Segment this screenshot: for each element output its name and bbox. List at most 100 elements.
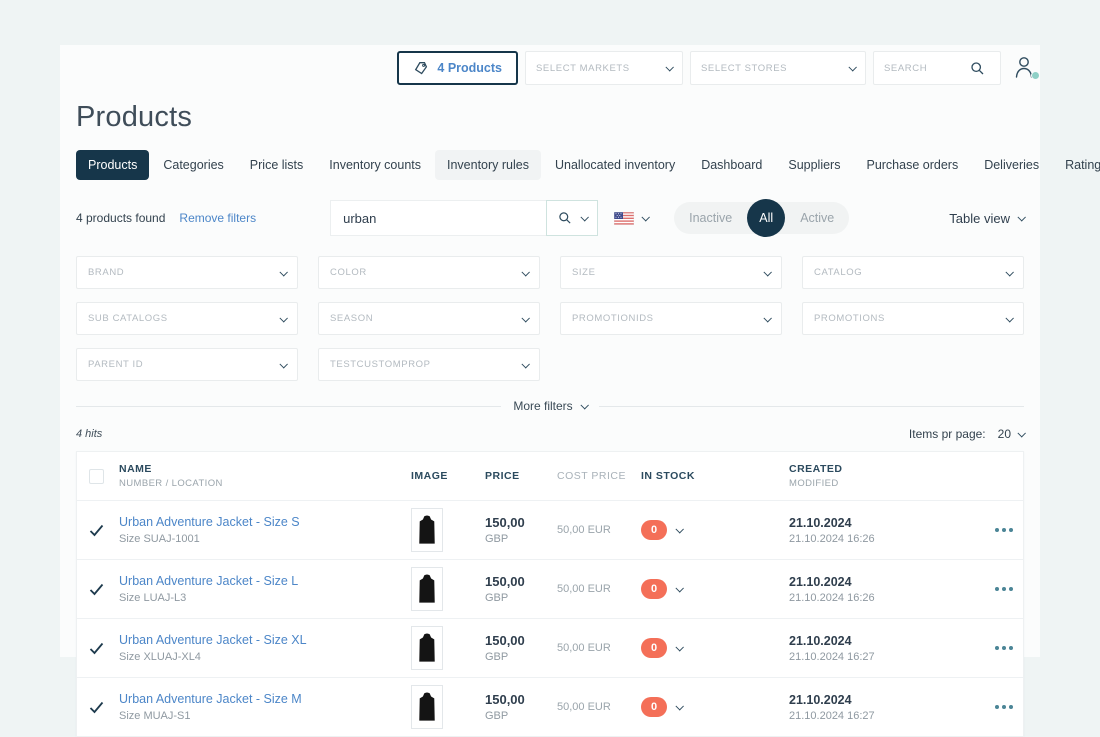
tab-unallocated-inventory[interactable]: Unallocated inventory xyxy=(554,158,676,172)
chevron-down-icon xyxy=(641,213,651,222)
chevron-down-icon[interactable] xyxy=(675,525,684,534)
filter-parent-id[interactable]: PARENT ID xyxy=(76,348,298,381)
chevron-down-icon xyxy=(1005,313,1014,323)
status-toggle-all-selected[interactable]: All xyxy=(747,199,786,237)
chevron-down-icon xyxy=(521,267,530,277)
select-markets-dropdown[interactable]: SELECT MARKETS xyxy=(525,51,683,85)
global-search[interactable] xyxy=(873,51,1001,85)
stock-badge[interactable]: 0 xyxy=(641,638,667,658)
filter-promotions-placeholder: PROMOTIONS xyxy=(814,313,885,324)
filter-size[interactable]: SIZE xyxy=(560,256,782,289)
items-per-page-select[interactable]: 20 xyxy=(998,427,1026,441)
tab-inventory-rules[interactable]: Inventory rules xyxy=(435,150,541,180)
tab-price-lists[interactable]: Price lists xyxy=(249,158,304,172)
chevron-down-icon[interactable] xyxy=(675,643,684,652)
products-count-label: 4 Products xyxy=(437,61,502,75)
product-name-link[interactable]: Urban Adventure Jacket - Size XL xyxy=(119,633,307,647)
product-search-submit[interactable] xyxy=(546,200,599,236)
filter-size-placeholder: SIZE xyxy=(572,267,596,278)
items-per-page: Items pr page: 20 xyxy=(909,427,1026,441)
product-number: Size LUAJ-L3 xyxy=(119,592,187,604)
product-name-link[interactable]: Urban Adventure Jacket - Size L xyxy=(119,574,299,588)
more-filters-button[interactable]: More filters xyxy=(513,399,589,413)
tab-bar: Products Categories Price lists Inventor… xyxy=(76,150,1100,180)
table-header-row: NAME NUMBER / LOCATION IMAGE PRICE COST … xyxy=(77,452,1023,500)
status-toggle-inactive[interactable]: Inactive xyxy=(689,211,733,225)
modified-date: 21.10.2024 16:26 xyxy=(789,591,875,604)
chevron-down-icon xyxy=(521,313,530,323)
filter-promotionids[interactable]: PROMOTIONIDS xyxy=(560,302,782,335)
filter-promotions[interactable]: PROMOTIONS xyxy=(802,302,1024,335)
product-number: Size MUAJ-S1 xyxy=(119,710,191,722)
select-stores-dropdown[interactable]: SELECT STORES xyxy=(690,51,866,85)
checkmark-icon[interactable] xyxy=(89,701,119,714)
chevron-down-icon xyxy=(279,359,288,369)
filter-season-placeholder: SEASON xyxy=(330,313,374,324)
filter-brand-placeholder: BRAND xyxy=(88,267,125,278)
filter-testcustomprop-placeholder: TESTCUSTOMPROP xyxy=(330,359,431,370)
stock-badge[interactable]: 0 xyxy=(641,579,667,599)
modified-date: 21.10.2024 16:27 xyxy=(789,709,875,722)
table-view-selector[interactable]: Table view xyxy=(949,211,1026,226)
product-name-link[interactable]: Urban Adventure Jacket - Size S xyxy=(119,515,300,529)
results-count-label: 4 products found xyxy=(76,211,166,225)
topbar: 4 Products SELECT MARKETS SELECT STORES xyxy=(60,45,1040,87)
filter-parent-id-placeholder: PARENT ID xyxy=(88,359,144,370)
product-search-input[interactable] xyxy=(330,200,547,236)
stock-badge[interactable]: 0 xyxy=(641,697,667,717)
filter-season[interactable]: SEASON xyxy=(318,302,540,335)
tab-purchase-orders[interactable]: Purchase orders xyxy=(866,158,959,172)
tab-categories[interactable]: Categories xyxy=(163,158,224,172)
product-image[interactable] xyxy=(411,567,443,611)
search-icon xyxy=(558,211,572,225)
col-name-header[interactable]: NAME xyxy=(119,463,152,475)
product-image[interactable] xyxy=(411,626,443,670)
table-row: Urban Adventure Jacket - Size L Size LUA… xyxy=(77,559,1023,618)
remove-filters-link[interactable]: Remove filters xyxy=(179,211,257,225)
chevron-down-icon[interactable] xyxy=(675,702,684,711)
language-selector[interactable] xyxy=(614,211,651,225)
created-date: 21.10.2024 xyxy=(789,515,852,530)
col-price-header[interactable]: PRICE xyxy=(485,470,520,482)
status-toggle-active[interactable]: Active xyxy=(800,211,835,225)
select-all-checkbox[interactable] xyxy=(89,468,104,484)
checkmark-icon[interactable] xyxy=(89,583,119,596)
chevron-down-icon xyxy=(763,267,772,277)
col-cost-price-header[interactable]: COST PRICE xyxy=(557,470,626,482)
chevron-down-icon xyxy=(665,63,674,72)
page-title: Products xyxy=(76,101,193,133)
table-row: Urban Adventure Jacket - Size XL Size XL… xyxy=(77,618,1023,677)
checkmark-icon[interactable] xyxy=(89,524,119,537)
tab-deliveries[interactable]: Deliveries xyxy=(984,158,1040,172)
product-image[interactable] xyxy=(411,508,443,552)
row-actions-ellipsis-icon[interactable] xyxy=(995,646,1019,650)
price-value: 150,00 xyxy=(485,633,525,648)
product-image[interactable] xyxy=(411,685,443,729)
col-in-stock-header[interactable]: IN STOCK xyxy=(641,470,695,482)
filter-color[interactable]: COLOR xyxy=(318,256,540,289)
col-created-header[interactable]: CREATED xyxy=(789,463,843,475)
filter-catalog[interactable]: CATALOG xyxy=(802,256,1024,289)
tab-inventory-counts[interactable]: Inventory counts xyxy=(329,158,421,172)
product-name-link[interactable]: Urban Adventure Jacket - Size M xyxy=(119,692,302,706)
checkmark-icon[interactable] xyxy=(89,642,119,655)
status-toggle: Inactive All Active xyxy=(674,199,850,237)
row-actions-ellipsis-icon[interactable] xyxy=(995,528,1019,532)
filter-sub-catalogs[interactable]: SUB CATALOGS xyxy=(76,302,298,335)
filter-testcustomprop[interactable]: TESTCUSTOMPROP xyxy=(318,348,540,381)
stock-badge[interactable]: 0 xyxy=(641,520,667,540)
products-count-button[interactable]: 4 Products xyxy=(397,51,518,85)
results-bar: 4 hits Items pr page: 20 xyxy=(76,427,1026,441)
product-number: Size XLUAJ-XL4 xyxy=(119,651,201,663)
global-search-input[interactable] xyxy=(884,62,970,74)
cost-price-value: 50,00 EUR xyxy=(557,524,611,536)
user-account-button[interactable] xyxy=(1012,54,1040,82)
filter-brand[interactable]: BRAND xyxy=(76,256,298,289)
tab-products[interactable]: Products xyxy=(76,150,150,180)
chevron-down-icon[interactable] xyxy=(675,584,684,593)
row-actions-ellipsis-icon[interactable] xyxy=(995,587,1019,591)
row-actions-ellipsis-icon[interactable] xyxy=(995,705,1019,709)
tab-ratings[interactable]: Ratings xyxy=(1065,158,1100,172)
tab-suppliers[interactable]: Suppliers xyxy=(788,158,841,172)
tab-dashboard[interactable]: Dashboard xyxy=(701,158,763,172)
